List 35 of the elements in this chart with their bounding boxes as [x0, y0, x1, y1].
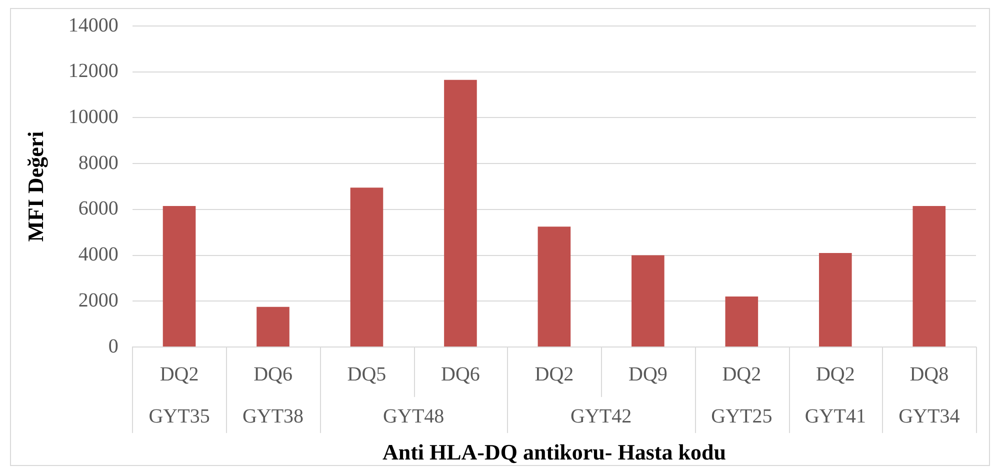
x-tick-label: DQ6 [254, 363, 292, 386]
x-tick-label: DQ2 [534, 363, 574, 386]
bar [256, 306, 290, 346]
x-axis-title: Anti HLA-DQ antikoru- Hasta kodu [382, 440, 726, 465]
y-tick-label: 12000 [68, 60, 118, 82]
y-tick-label: 4000 [78, 244, 118, 266]
x-tick-label: DQ2 [816, 363, 855, 386]
text: GYT25 [711, 405, 772, 428]
bar [725, 296, 758, 346]
x-tick-label: DQ8 [910, 363, 949, 386]
y-tick-label: 6000 [78, 198, 118, 220]
x-tick-label: DQ5 [347, 363, 386, 386]
text: GYT42 [570, 405, 632, 428]
x-tick-label: DQ2 [722, 363, 762, 386]
bar [632, 255, 664, 346]
y-axis-title: MFI Değeri [22, 131, 48, 242]
bar [538, 226, 571, 346]
y-tick-label: 0 [108, 335, 118, 358]
y-tick-label: 14000 [68, 14, 118, 36]
bar [444, 80, 477, 346]
bar [350, 188, 384, 346]
text: GYT35 [148, 405, 210, 428]
x-tick-label: DQ6 [441, 363, 480, 386]
text: GYT48 [383, 405, 444, 428]
text: GYT38 [242, 405, 304, 428]
y-tick-label: 10000 [68, 106, 118, 128]
text: GYT34 [898, 405, 960, 428]
bar [912, 206, 946, 346]
bar [162, 206, 196, 346]
y-tick-label: 2000 [78, 289, 118, 312]
y-tick-label: 8000 [78, 152, 118, 174]
text: GYT41 [804, 405, 866, 428]
bar [818, 252, 852, 346]
x-tick-label: DQ9 [628, 363, 668, 386]
x-tick-label: DQ2 [160, 363, 199, 386]
